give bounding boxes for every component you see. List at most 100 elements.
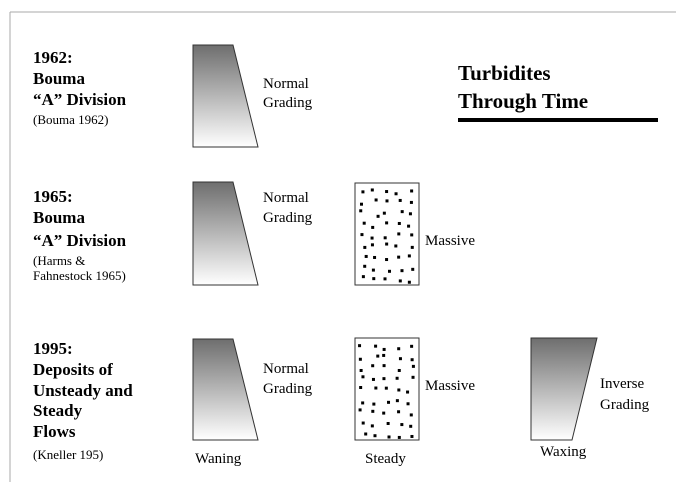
grain (410, 245, 414, 249)
grain (359, 202, 363, 206)
heading: 1965: (33, 187, 73, 206)
grain (386, 421, 390, 425)
label: Normal (263, 190, 309, 206)
heading: “A” Division (33, 231, 127, 250)
heading: Bouma (33, 208, 85, 227)
grain (398, 357, 402, 361)
grain (361, 375, 365, 379)
grain (407, 224, 411, 228)
grain (409, 424, 413, 428)
grain (388, 269, 392, 273)
label: Normal (263, 361, 309, 377)
grain (376, 354, 380, 358)
grain (411, 364, 415, 368)
grain (387, 400, 391, 404)
grain (385, 221, 389, 225)
grain (398, 198, 402, 202)
massive-box (354, 182, 420, 286)
grain (382, 377, 386, 381)
citation: (Harms & (33, 253, 85, 268)
grain (387, 435, 391, 439)
citation: (Bouma 1962) (33, 112, 108, 127)
grain (409, 200, 413, 204)
normal-grading-shape (192, 338, 259, 441)
grain (370, 424, 374, 428)
grain (373, 434, 377, 438)
heading: Deposits of (33, 360, 113, 379)
grain (359, 386, 363, 390)
grain (376, 214, 380, 218)
grain (385, 258, 389, 262)
grain (361, 190, 365, 194)
grain (371, 225, 375, 229)
grain (374, 386, 378, 390)
grain (374, 344, 378, 348)
label: Grading (600, 397, 650, 413)
title: Through Time (458, 89, 588, 113)
grain (372, 402, 376, 406)
label: Grading (263, 95, 313, 111)
grain (373, 255, 377, 259)
grain (374, 198, 378, 202)
grain (385, 199, 389, 203)
label: Inverse (600, 376, 644, 392)
grain (358, 357, 362, 361)
grain (395, 376, 399, 380)
grain (397, 368, 401, 372)
heading: 1962: (33, 48, 73, 67)
label: Grading (263, 381, 313, 397)
grain (400, 269, 404, 273)
grain (361, 401, 365, 405)
inverse-grading-shape (530, 337, 598, 441)
label: Steady (365, 451, 406, 467)
grain (385, 242, 389, 246)
grain (370, 188, 374, 192)
heading: Bouma (33, 69, 85, 88)
grain (395, 399, 399, 403)
title-underline (458, 118, 658, 122)
grain (371, 409, 375, 413)
grain (385, 190, 389, 194)
grain (371, 377, 375, 381)
heading: “A” Division (33, 90, 127, 109)
grain (359, 368, 363, 372)
grain (394, 192, 398, 196)
title: Turbidites (458, 61, 551, 85)
grain (397, 255, 401, 259)
grain (408, 212, 412, 216)
grain (394, 244, 398, 248)
grain (358, 344, 362, 348)
heading: Flows (33, 422, 76, 441)
grain (371, 268, 375, 272)
grain (363, 245, 367, 249)
normal-grading-shape (192, 44, 259, 148)
heading: 1995: (33, 339, 73, 358)
grain (358, 408, 362, 412)
grain (382, 364, 386, 368)
grain (382, 411, 386, 415)
grain (364, 254, 368, 258)
grain (410, 233, 414, 237)
label: Waning (195, 451, 242, 467)
grain (397, 232, 401, 236)
grain (372, 277, 376, 281)
label: Waxing (540, 444, 587, 460)
heading: Unsteady and (33, 381, 133, 400)
grain (400, 423, 404, 427)
grain (400, 210, 404, 214)
grain (370, 243, 374, 247)
grain (406, 402, 410, 406)
grain (397, 221, 401, 225)
grain (382, 353, 386, 357)
citation: Fahnestock 1965) (33, 268, 126, 283)
grain (363, 264, 367, 268)
heading: Steady (33, 401, 83, 420)
grain (382, 347, 386, 351)
grain (410, 189, 414, 193)
grain (364, 432, 368, 436)
grain (410, 358, 414, 362)
grain (362, 221, 366, 225)
grain (382, 211, 386, 215)
grain (411, 267, 415, 271)
